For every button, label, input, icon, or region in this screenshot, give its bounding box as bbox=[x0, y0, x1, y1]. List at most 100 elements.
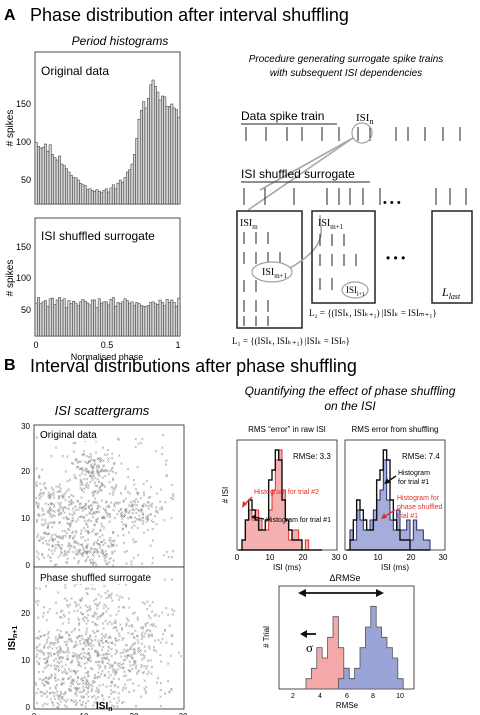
scatter-point: × bbox=[51, 690, 54, 696]
scatter-point: × bbox=[108, 646, 111, 652]
scatter-point: × bbox=[139, 648, 142, 654]
scatter-point: × bbox=[66, 517, 69, 523]
scatter-point: × bbox=[164, 628, 167, 634]
scatter-point: × bbox=[94, 602, 97, 608]
scatter-point: × bbox=[103, 635, 106, 641]
scatter-point: × bbox=[76, 682, 79, 688]
scatter-point: × bbox=[170, 687, 173, 693]
scatter-point: × bbox=[44, 539, 47, 545]
scatter-point: × bbox=[101, 524, 104, 530]
scatter-point: × bbox=[124, 487, 127, 493]
scatter-point: × bbox=[90, 475, 93, 481]
scatter-point: × bbox=[94, 532, 97, 538]
scatter-point: × bbox=[147, 500, 150, 506]
scatter-point: × bbox=[80, 695, 83, 701]
histogram-bar bbox=[163, 305, 167, 337]
scatter-point: × bbox=[112, 478, 115, 484]
scatter-point: × bbox=[138, 508, 141, 514]
scatter-point: × bbox=[82, 453, 85, 459]
scatter-point: × bbox=[87, 613, 90, 619]
scatter-point: × bbox=[101, 683, 104, 689]
scatter-point: × bbox=[140, 641, 143, 647]
scatter-point: × bbox=[58, 512, 61, 518]
scatter-point: × bbox=[62, 534, 65, 540]
scatter-point: × bbox=[64, 585, 67, 591]
scatter-point: × bbox=[137, 442, 140, 448]
scatter-point: × bbox=[95, 700, 98, 706]
scatter-point: × bbox=[109, 636, 112, 642]
scatter-point: × bbox=[59, 535, 62, 541]
scatter-point: × bbox=[141, 671, 144, 677]
hist2-xtick-1: 1 bbox=[175, 340, 180, 350]
scatter-point: × bbox=[73, 541, 76, 547]
scatter-point: × bbox=[41, 522, 44, 528]
scatter-point: × bbox=[110, 467, 113, 473]
scatter-point: × bbox=[85, 477, 88, 483]
scatter-point: × bbox=[78, 505, 81, 511]
scatter-point: × bbox=[51, 513, 54, 519]
scatter-point: × bbox=[39, 491, 42, 497]
scatter-point: × bbox=[61, 543, 64, 549]
scatter-point: × bbox=[46, 660, 49, 666]
scatter-point: × bbox=[66, 630, 69, 636]
scatter-point: × bbox=[54, 601, 57, 607]
scatter-point: × bbox=[90, 507, 93, 513]
scatter1-ytick-30: 30 bbox=[21, 422, 30, 431]
scatter-point: × bbox=[89, 508, 92, 514]
scatter-point: × bbox=[118, 661, 121, 667]
scatter-point: × bbox=[79, 459, 82, 465]
scatter-point: × bbox=[97, 602, 100, 608]
scatter-point: × bbox=[143, 502, 146, 508]
scatter-point: × bbox=[92, 471, 95, 477]
h1-rmse: RMSe: 3.3 bbox=[293, 452, 331, 461]
scatter-point: × bbox=[94, 560, 97, 566]
scatter-point: × bbox=[131, 507, 134, 513]
scatter-point: × bbox=[61, 493, 64, 499]
scatter-point: × bbox=[103, 656, 106, 662]
scatter-point: × bbox=[133, 647, 136, 653]
scatter-point: × bbox=[98, 653, 101, 659]
scatter-point: × bbox=[77, 653, 80, 659]
scatter-point: × bbox=[98, 666, 101, 672]
scatter-point: × bbox=[123, 550, 126, 556]
scatter-point: × bbox=[61, 695, 64, 701]
scatter-point: × bbox=[132, 478, 135, 484]
scatter-point: × bbox=[47, 532, 50, 538]
scatter-point: × bbox=[87, 651, 90, 657]
h2-xtick-20: 20 bbox=[407, 553, 416, 562]
scatter-point: × bbox=[73, 609, 76, 615]
scatter-point: × bbox=[97, 663, 100, 669]
histogram-bar bbox=[97, 190, 101, 205]
scatter-point: × bbox=[147, 504, 150, 510]
scatter-point: × bbox=[92, 547, 95, 553]
scatter-point: × bbox=[105, 609, 108, 615]
scatter-point: × bbox=[92, 704, 95, 710]
scatter-point: × bbox=[107, 640, 110, 646]
scatter-point: × bbox=[122, 666, 125, 672]
scatter-point: × bbox=[75, 703, 78, 709]
histogram-bar bbox=[60, 300, 64, 337]
histogram-bar bbox=[51, 297, 54, 337]
scatter-point: × bbox=[113, 620, 116, 626]
scatter-point: × bbox=[102, 538, 105, 544]
scatter-point: × bbox=[35, 599, 38, 605]
histogram-bar bbox=[154, 303, 157, 337]
scatter-point: × bbox=[58, 657, 61, 663]
scatter-point: × bbox=[87, 455, 90, 461]
scatter-point: × bbox=[93, 676, 96, 682]
scatter-point: × bbox=[56, 628, 59, 634]
dots-2: • • • bbox=[386, 251, 405, 265]
scatter-point: × bbox=[87, 647, 90, 653]
scatter-point: × bbox=[85, 671, 88, 677]
scatter-point: × bbox=[110, 681, 113, 687]
scatter-point: × bbox=[49, 559, 52, 565]
histogram-bar bbox=[156, 91, 160, 205]
scatter-point: × bbox=[56, 653, 59, 659]
scatter-point: × bbox=[80, 528, 83, 534]
scatter-point: × bbox=[120, 507, 123, 513]
delta-rmse-arrowhead-right bbox=[376, 589, 384, 597]
scatter-point: × bbox=[55, 484, 58, 490]
scatter-point: × bbox=[110, 640, 113, 646]
scatter-point: × bbox=[42, 531, 45, 537]
scatter-point: × bbox=[144, 623, 147, 629]
